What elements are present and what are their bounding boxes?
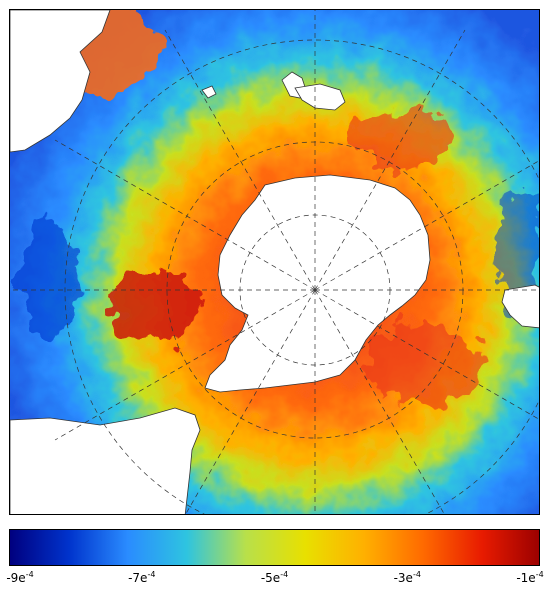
polar-map: [10, 10, 539, 514]
tick-exponent: -4: [147, 570, 156, 579]
tick-base: -9e: [6, 571, 26, 585]
latitude-circle-outer: [64, 39, 539, 514]
graticule: [10, 10, 539, 514]
island-kerguelen: [294, 83, 346, 111]
antarctica-landmass: [204, 174, 431, 393]
africa-landmass: [10, 407, 201, 514]
island-small-west: [201, 85, 217, 99]
colorbar-tick-label: -9e-4: [6, 570, 33, 585]
colorbar-tick-label: -3e-4: [394, 570, 421, 585]
tick-base: -1e: [516, 571, 536, 585]
tick-exponent: -4: [412, 570, 421, 579]
map-panel: [9, 9, 540, 515]
tick-exponent: -4: [535, 570, 544, 579]
tick-base: -7e: [128, 571, 148, 585]
colorbar-tick-label: -7e-4: [128, 570, 155, 585]
tick-base: -5e: [260, 571, 281, 585]
tick-base: -3e: [393, 571, 413, 585]
new-zealand-landmass: [501, 284, 539, 329]
colorbar-tick-label: -1e-4: [516, 570, 543, 585]
land-layer: [10, 10, 539, 514]
colorbar-tick-label: -5e-4: [261, 570, 288, 585]
colorbar-gradient: [10, 530, 539, 565]
tick-exponent: -4: [25, 570, 34, 579]
tick-exponent: -4: [280, 570, 289, 579]
colorbar: [9, 529, 540, 566]
south-america-landmass: [10, 10, 111, 153]
